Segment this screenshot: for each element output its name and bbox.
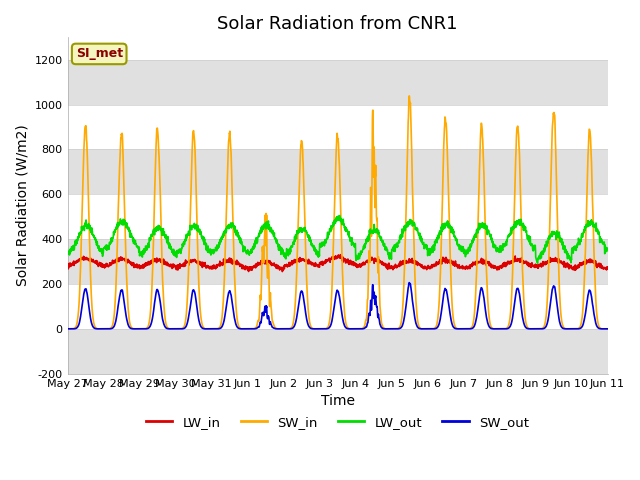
SW_out	[556, 321, 564, 326]
LW_out	[353, 256, 361, 262]
LW_out	[495, 246, 502, 252]
LW_out	[214, 245, 222, 251]
LW_out	[365, 232, 372, 238]
SW_out	[353, 326, 361, 332]
SW_out	[571, 326, 579, 332]
LW_in	[214, 262, 222, 268]
LW_out	[534, 260, 541, 266]
Text: SI_met: SI_met	[76, 48, 123, 60]
SW_out	[365, 312, 372, 318]
SW_in	[353, 326, 361, 332]
SW_out	[495, 326, 502, 332]
SW_out	[64, 326, 72, 332]
LW_out	[572, 246, 579, 252]
Y-axis label: Solar Radiation (W/m2): Solar Radiation (W/m2)	[15, 125, 29, 287]
SW_in	[365, 258, 372, 264]
LW_out	[604, 245, 611, 251]
SW_in	[556, 298, 564, 303]
Bar	[68, 149, 607, 194]
LW_in	[365, 258, 373, 264]
SW_in	[214, 325, 222, 331]
LW_in	[572, 262, 579, 268]
Line: SW_in: SW_in	[68, 96, 607, 329]
LW_in	[337, 252, 344, 258]
Bar	[68, 239, 607, 284]
LW_out	[64, 250, 72, 256]
Line: LW_out: LW_out	[68, 216, 607, 263]
LW_in	[278, 269, 286, 275]
SW_in	[405, 93, 413, 99]
LW_in	[495, 265, 502, 271]
Legend: LW_in, SW_in, LW_out, SW_out: LW_in, SW_in, LW_out, SW_out	[141, 411, 534, 434]
LW_in	[353, 263, 361, 269]
LW_in	[64, 262, 72, 267]
SW_in	[571, 326, 579, 332]
Title: Solar Radiation from CNR1: Solar Radiation from CNR1	[217, 15, 458, 33]
Bar	[68, 60, 607, 105]
LW_in	[556, 259, 564, 265]
Line: LW_in: LW_in	[68, 255, 607, 272]
Line: SW_out: SW_out	[68, 283, 607, 329]
SW_out	[214, 326, 222, 332]
SW_in	[64, 326, 72, 332]
SW_out	[405, 280, 413, 286]
X-axis label: Time: Time	[321, 394, 355, 408]
Bar	[68, 329, 607, 373]
LW_out	[336, 213, 344, 218]
LW_in	[604, 264, 611, 270]
SW_in	[604, 326, 611, 332]
LW_out	[556, 239, 564, 245]
SW_in	[495, 326, 502, 332]
SW_out	[604, 326, 611, 332]
